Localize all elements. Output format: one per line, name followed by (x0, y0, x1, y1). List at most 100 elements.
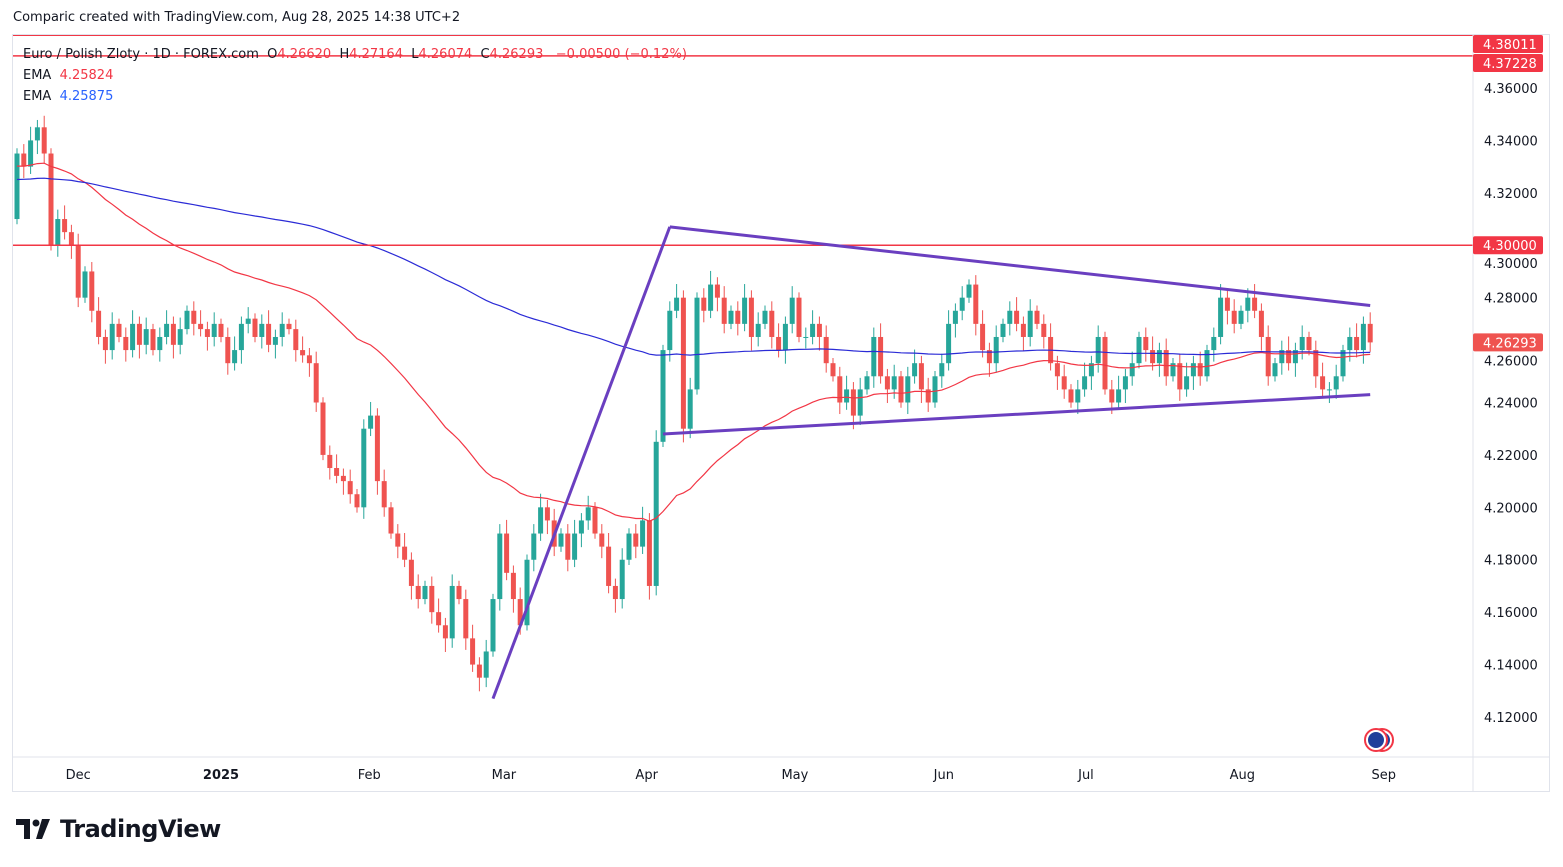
chart-caption: Comparic created with TradingView.com, A… (13, 10, 461, 25)
candle-up (905, 376, 911, 403)
candle-down (436, 612, 442, 626)
candle-up (708, 284, 714, 311)
horizontal-line-price-label: 4.30000 (1483, 239, 1537, 254)
candle-down (415, 585, 421, 600)
eu-flag-icon (1368, 732, 1384, 748)
candle-down (986, 350, 992, 364)
price-tick-label: 4.18000 (1484, 554, 1538, 569)
candle-down (429, 585, 435, 613)
time-tick-label: Aug (1230, 768, 1255, 783)
candle-up (891, 376, 897, 390)
candle-down (1109, 389, 1115, 403)
candle-down (48, 153, 54, 246)
candle-down (769, 310, 775, 337)
close-value: 4.26293 (489, 47, 544, 62)
candle-down (225, 336, 231, 364)
candle-up (361, 428, 367, 508)
candle-up (497, 533, 503, 600)
candle-down (300, 350, 306, 356)
candle-down (218, 323, 224, 337)
candle-up (538, 507, 544, 534)
candle-up (864, 376, 870, 390)
candle-down (41, 127, 47, 154)
low-label: L (411, 47, 419, 62)
legend-symbol-row: Euro / Polish Zloty · 1D · FOREX.com O4.… (23, 44, 687, 65)
candle-down (1054, 363, 1060, 377)
candle-up (1007, 310, 1013, 324)
time-tick-label: Dec (66, 768, 91, 783)
high-value: 4.27164 (349, 47, 403, 62)
candle-up (211, 323, 217, 337)
candle-up (259, 323, 265, 337)
horizontal-line-price-label: 4.37228 (1483, 57, 1537, 72)
candle-down (980, 323, 986, 351)
price-tick-label: 4.28000 (1484, 292, 1538, 307)
time-tick-label: Jul (1077, 768, 1094, 783)
candle-down (504, 533, 510, 573)
candle-up (728, 310, 734, 324)
candle-down (748, 297, 754, 337)
candle-up (939, 363, 945, 377)
candle-down (116, 323, 122, 337)
candle-up (1088, 363, 1094, 377)
candle-up (653, 441, 659, 586)
candle-up (660, 350, 666, 442)
candle-down (884, 376, 890, 390)
candle-down (252, 318, 258, 337)
time-tick-label: Apr (635, 768, 658, 783)
price-tick-label: 4.36000 (1484, 82, 1538, 97)
candle-up (572, 533, 578, 560)
candle-up (1272, 363, 1278, 377)
price-label-box (1473, 35, 1543, 53)
candle-down (123, 336, 129, 351)
candle-up (82, 271, 88, 298)
candle-up (857, 389, 863, 416)
candle-up (558, 533, 564, 547)
candle-up (1170, 363, 1176, 377)
candle-down (62, 219, 68, 233)
candle-up (1095, 336, 1101, 364)
candle-down (1265, 336, 1271, 377)
legend-ema-fast[interactable]: EMA 4.25824 (23, 65, 687, 86)
time-tick-label: May (781, 768, 808, 783)
candle-down (878, 336, 884, 377)
candle-up (368, 415, 374, 429)
candle-down (388, 507, 394, 534)
candle-down (1150, 350, 1156, 364)
price-tick-label: 4.24000 (1484, 396, 1538, 411)
candle-down (286, 323, 292, 330)
candle-down (599, 533, 605, 547)
candle-up (667, 310, 673, 351)
candle-up (694, 297, 700, 390)
candle-up (1156, 350, 1162, 364)
candle-down (293, 329, 299, 351)
candle-up (810, 323, 816, 337)
candle-up (1184, 376, 1190, 390)
time-tick-label: 2025 (203, 768, 239, 783)
price-label-box (1473, 54, 1543, 72)
last-price-label: 4.26293 (1483, 336, 1537, 351)
candle-up (157, 336, 163, 351)
legend-ema-slow[interactable]: EMA 4.25875 (23, 86, 687, 107)
candle-down (395, 533, 401, 547)
chart-legend: Euro / Polish Zloty · 1D · FOREX.com O4.… (23, 44, 687, 107)
candle-down (565, 533, 571, 560)
candle-down (402, 546, 408, 560)
candle-down (823, 336, 829, 364)
candle-up (422, 585, 428, 600)
candle-down (340, 475, 346, 482)
candle-up (1279, 350, 1285, 364)
price-tick-label: 4.20000 (1484, 501, 1538, 516)
candle-down (680, 297, 686, 429)
candle-down (1320, 376, 1326, 390)
candle-up (1238, 310, 1244, 324)
candle-up (755, 323, 761, 337)
candle-up (1340, 350, 1346, 377)
plot-area (13, 35, 1473, 700)
candle-down (442, 625, 448, 639)
candle-down (714, 284, 720, 298)
candle-down (735, 310, 741, 324)
candle-up (674, 297, 680, 311)
symbol-title[interactable]: Euro / Polish Zloty · 1D · FOREX.com (23, 47, 259, 62)
